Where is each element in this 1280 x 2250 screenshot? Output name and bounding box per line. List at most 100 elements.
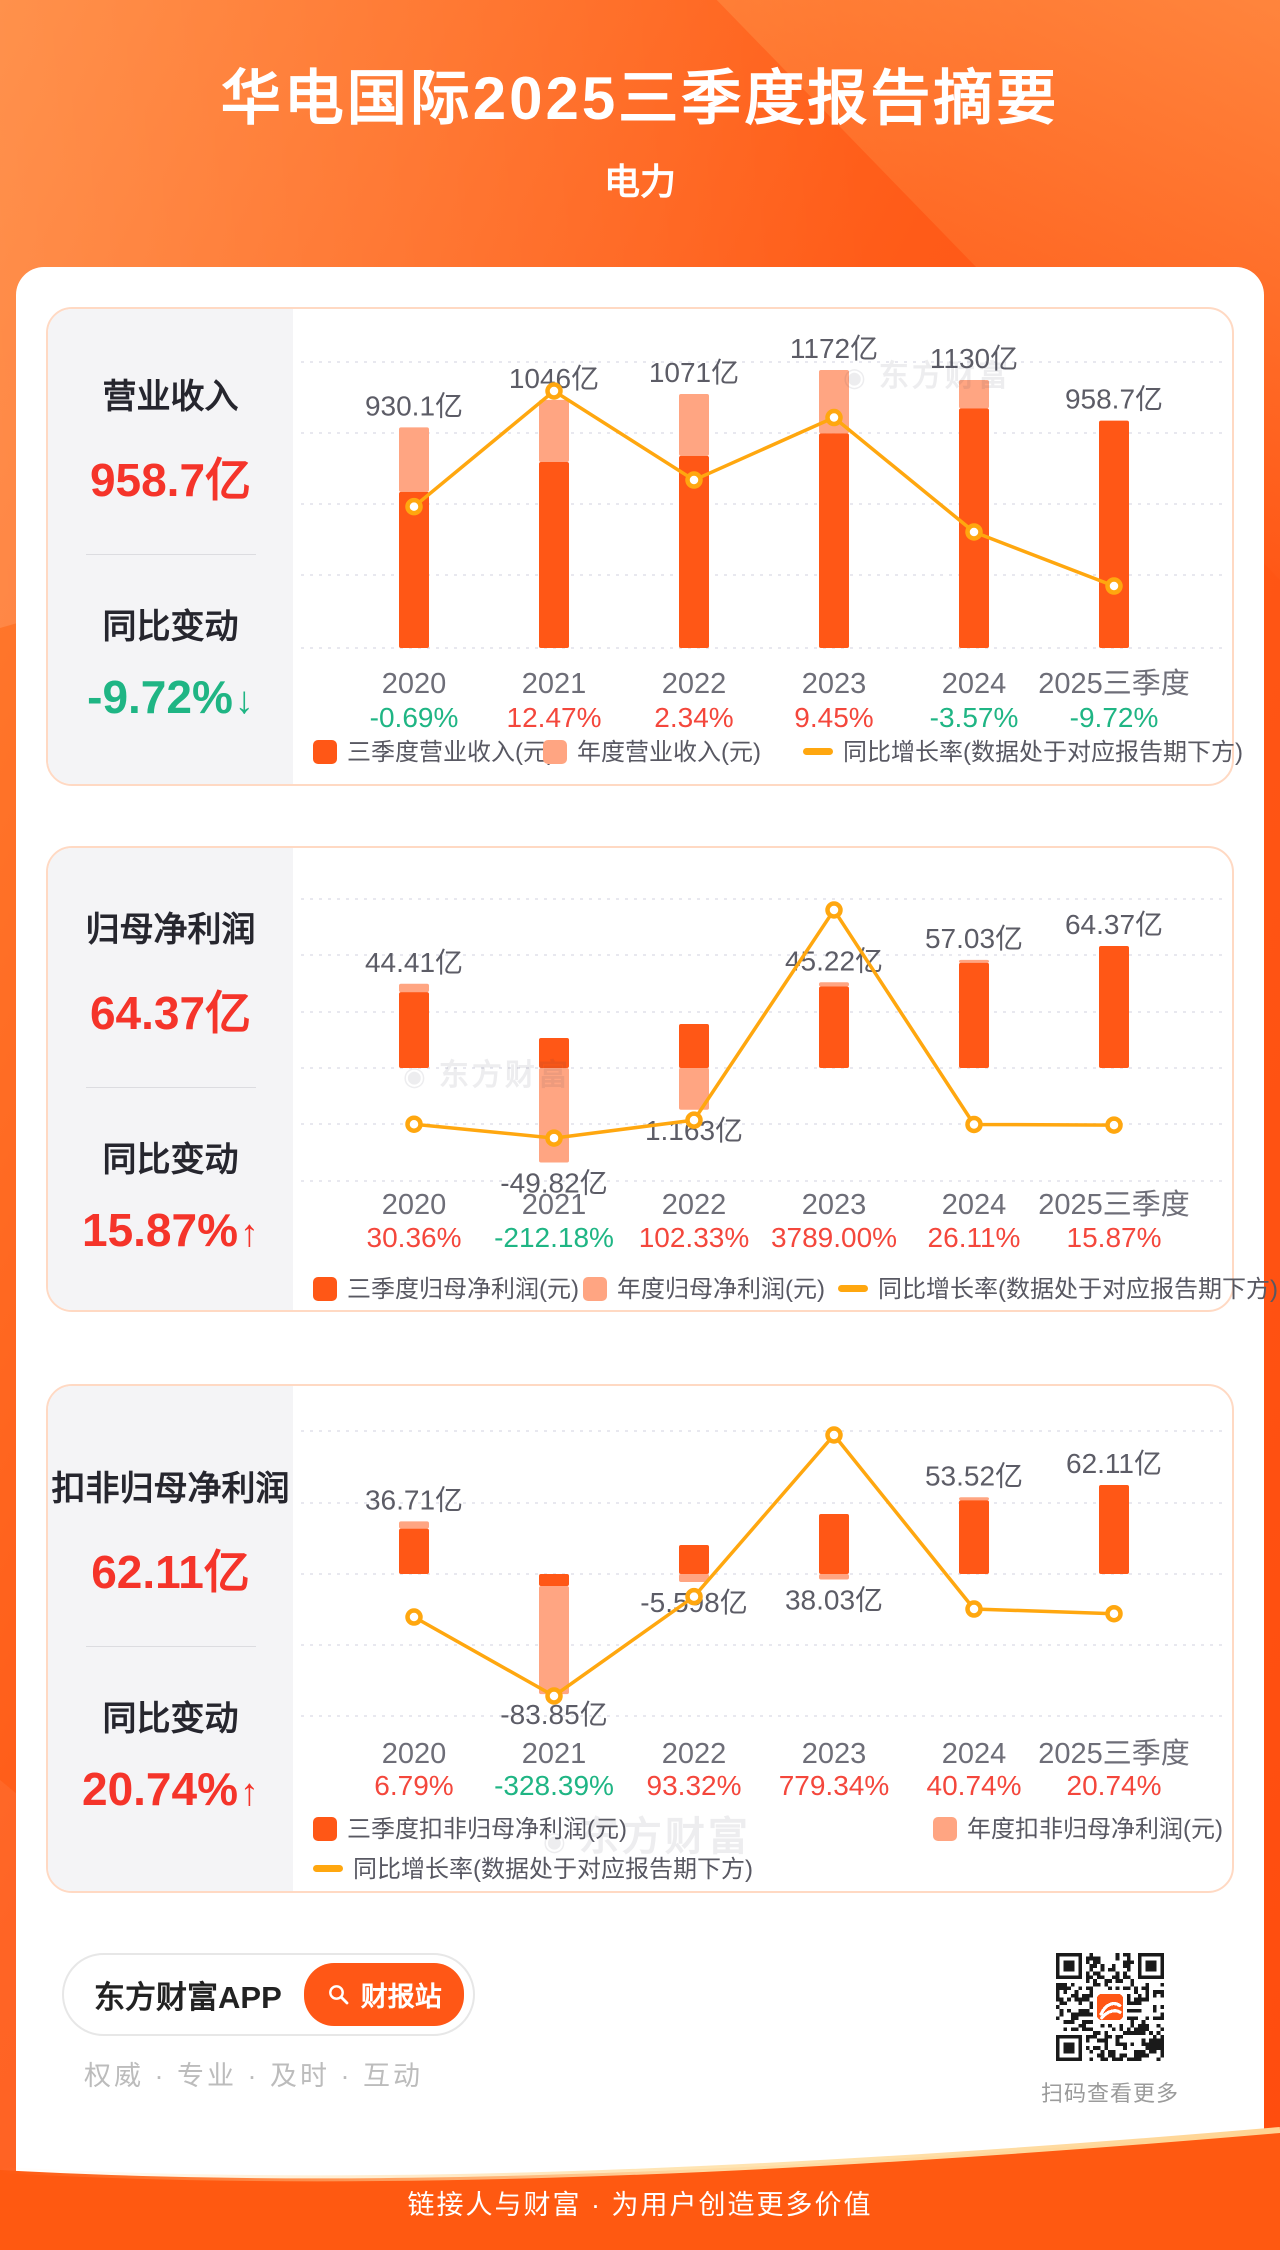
x-axis-label: 2021 — [522, 668, 587, 700]
growth-line — [412, 388, 1115, 588]
change-number: 15.87% — [81, 1203, 238, 1256]
growth-point — [965, 1115, 983, 1134]
quarter-bar — [399, 491, 429, 648]
bar-value-label: 1071亿 — [649, 357, 739, 388]
annual-bar — [679, 393, 709, 456]
deducted-net-profit-chart: 东方财富 36.71亿-83.85亿-5.598亿38.03亿53.52亿62.… — [293, 1386, 1236, 1891]
legend-label: 三季度营业收入(元) — [347, 739, 555, 766]
growth-point — [825, 901, 843, 919]
brand-tagline: 权威 · 专业 · 及时 · 互动 — [84, 2061, 423, 2091]
quarter-bar — [1099, 1484, 1129, 1574]
quarter-bar — [539, 462, 569, 648]
metric-value: 62.11亿 — [91, 1546, 250, 1598]
change-value: 15.87%↑ — [82, 1203, 259, 1257]
growth-percent-label: 3789.00% — [771, 1222, 897, 1253]
x-axis-label: 2021 — [522, 1738, 587, 1770]
growth-percent-label: 15.87% — [1067, 1222, 1162, 1253]
up-arrow-icon: ↑ — [240, 1772, 259, 1814]
annual-bar — [679, 1068, 709, 1110]
change-label: 同比变动 — [102, 1140, 239, 1179]
legend-item: 同比增长率(数据处于对应报告期下方) — [838, 1276, 1278, 1303]
legend-label: 年度扣非归母净利润(元) — [967, 1816, 1223, 1843]
panel-net-profit: 归母净利润 64.37亿 同比变动 15.87%↑ 东方财富 44.41亿-49… — [46, 846, 1278, 1312]
growth-percent-label: 102.33% — [639, 1222, 750, 1253]
change-value: 20.74%↑ — [82, 1762, 259, 1816]
legend-label: 同比增长率(数据处于对应报告期下方) — [843, 739, 1243, 766]
bar-value-label: 44.41亿 — [365, 947, 463, 978]
report-header: 华电国际2025三季度报告摘要 电力 — [0, 0, 1280, 205]
bar-value-label: 958.7亿 — [1065, 384, 1163, 415]
quarter-bar — [819, 433, 849, 648]
up-arrow-icon: ↑ — [240, 1212, 259, 1255]
legend-label: 同比增长率(数据处于对应报告期下方) — [878, 1276, 1278, 1303]
legend-item: 同比增长率(数据处于对应报告期下方) — [313, 1856, 753, 1883]
search-icon — [328, 1984, 349, 2004]
quarter-bar — [819, 986, 849, 1068]
annual-bar — [819, 1574, 849, 1580]
panel-revenue: 营业收入 958.7亿 同比变动 -9.72%↓ 东方财富 930.1亿1046… — [46, 307, 1243, 786]
report-card: 营业收入 958.7亿 同比变动 -9.72%↓ 东方财富 930.1亿1046… — [16, 267, 1278, 2250]
x-axis-label: 2025三季度 — [1038, 667, 1190, 700]
bar-value-label: 36.71亿 — [365, 1484, 463, 1515]
bar-value-label: 62.11亿 — [1066, 1448, 1162, 1479]
change-number: -9.72% — [87, 671, 233, 723]
growth-percent-label: 20.74% — [1067, 1770, 1162, 1801]
bottom-banner — [0, 2127, 1280, 2250]
net-profit-summary: 归母净利润 64.37亿 同比变动 15.87%↑ — [48, 848, 293, 1310]
quarter-bar — [399, 1528, 429, 1574]
annual-bar — [399, 427, 429, 492]
deducted-net-profit-summary: 扣非归母净利润 62.11亿 同比变动 20.74%↑ — [48, 1386, 293, 1891]
annual-bar — [539, 1068, 569, 1163]
growth-percent-label: -0.69% — [370, 702, 459, 733]
bar-value-label: 64.37亿 — [1065, 909, 1163, 940]
chart-svg-3: 36.71亿-83.85亿-5.598亿38.03亿53.52亿62.11亿20… — [301, 1426, 1228, 1883]
growth-point — [685, 1587, 703, 1606]
panel-deducted-net-profit: 扣非归母净利润 62.11亿 同比变动 20.74%↑ 东方财富 36.71亿-… — [46, 1384, 1234, 1893]
report-station-button[interactable]: 财报站 — [303, 1963, 464, 2026]
bar-series — [399, 370, 1129, 648]
bar-value-label: 1130亿 — [930, 343, 1018, 374]
growth-percent-label: 9.45% — [794, 702, 873, 733]
change-value: -9.72%↓ — [87, 670, 254, 724]
growth-percent-label: -3.57% — [930, 702, 1019, 733]
bar-value-label: 38.03亿 — [785, 1585, 883, 1616]
growth-point — [545, 1687, 563, 1705]
quarter-bar — [679, 1545, 709, 1574]
growth-point — [405, 1115, 423, 1133]
quarter-bar — [819, 1513, 849, 1574]
quarter-bar — [1099, 420, 1129, 648]
x-axis-label: 2024 — [942, 1738, 1007, 1770]
growth-percent-label: 40.74% — [927, 1770, 1022, 1801]
quarter-bar — [959, 962, 989, 1068]
x-axis-label: 2023 — [802, 1738, 867, 1770]
brand-block: 东方财富APP 财报站 权威 · 专业 · 及时 · 互动 — [62, 1953, 475, 2093]
annual-bar — [959, 1497, 989, 1501]
divider — [85, 1646, 256, 1647]
change-label: 同比变动 — [102, 608, 239, 646]
growth-point — [1105, 1116, 1123, 1134]
annual-bar — [539, 1586, 569, 1695]
annual-bar — [959, 379, 989, 409]
growth-percent-label: 779.34% — [779, 1770, 890, 1801]
x-axis-label: 2025三季度 — [1038, 1188, 1190, 1221]
growth-percent-label: 26.11% — [928, 1222, 1021, 1253]
x-axis-label: 2023 — [802, 668, 867, 700]
legend-item: 年度归母净利润(元) — [583, 1276, 825, 1303]
qr-caption: 扫码查看更多 — [1040, 2081, 1179, 2106]
growth-point — [1105, 1604, 1123, 1623]
growth-point — [965, 523, 983, 541]
bar-value-label: -49.82亿 — [500, 1167, 607, 1198]
annual-bar — [819, 982, 849, 987]
x-axis-label: 2025三季度 — [1038, 1737, 1190, 1770]
industry-subtitle: 电力 — [603, 161, 676, 202]
quarter-bar — [679, 1024, 709, 1068]
annual-bar — [399, 1521, 429, 1529]
metric-label: 归母净利润 — [85, 910, 256, 949]
legend-item: 三季度扣非归母净利润(元) — [313, 1816, 627, 1843]
legend-item: 年度扣非归母净利润(元) — [933, 1816, 1223, 1843]
quarter-bar — [959, 1500, 989, 1574]
banner-slogan: 链接人与财富 · 为用户创造更多价值 — [407, 2190, 873, 2220]
growth-percent-label: -328.39% — [494, 1770, 614, 1801]
